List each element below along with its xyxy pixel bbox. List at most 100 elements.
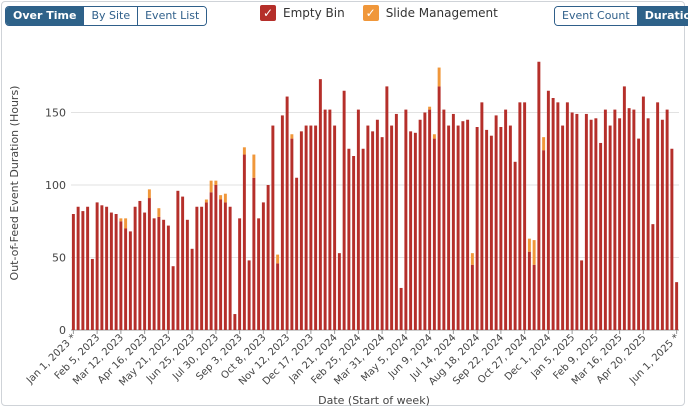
bar-empty-bin[interactable] xyxy=(584,113,588,330)
bar-empty-bin[interactable] xyxy=(100,205,104,330)
bar-empty-bin[interactable] xyxy=(290,138,294,330)
over-time-button[interactable]: Over Time xyxy=(6,7,85,25)
bar-slide-management[interactable] xyxy=(242,147,246,155)
bar-empty-bin[interactable] xyxy=(618,118,622,330)
bar-empty-bin[interactable] xyxy=(328,109,332,330)
bar-slide-management[interactable] xyxy=(542,137,546,151)
bar-slide-management[interactable] xyxy=(527,238,531,252)
bar-empty-bin[interactable] xyxy=(356,109,360,330)
bar-empty-bin[interactable] xyxy=(200,206,204,330)
bar-empty-bin[interactable] xyxy=(442,109,446,330)
bar-empty-bin[interactable] xyxy=(456,125,460,330)
legend-item-slide-management[interactable]: ✓ Slide Management xyxy=(362,5,498,21)
bar-empty-bin[interactable] xyxy=(447,125,451,330)
bar-empty-bin[interactable] xyxy=(90,258,94,330)
bar-empty-bin[interactable] xyxy=(665,109,669,330)
bar-empty-bin[interactable] xyxy=(285,96,289,330)
bar-empty-bin[interactable] xyxy=(451,113,455,330)
bar-empty-bin[interactable] xyxy=(551,98,555,330)
bar-empty-bin[interactable] xyxy=(575,113,579,330)
bar-empty-bin[interactable] xyxy=(166,225,170,330)
bar-empty-bin[interactable] xyxy=(608,125,612,330)
bar-slide-management[interactable] xyxy=(432,134,436,139)
bar-empty-bin[interactable] xyxy=(637,138,641,330)
bar-empty-bin[interactable] xyxy=(437,86,441,331)
bar-empty-bin[interactable] xyxy=(390,125,394,330)
bar-empty-bin[interactable] xyxy=(613,109,617,330)
bar-empty-bin[interactable] xyxy=(561,125,565,330)
bar-slide-management[interactable] xyxy=(437,67,441,87)
bar-slide-management[interactable] xyxy=(290,134,294,139)
bar-slide-management[interactable] xyxy=(119,218,123,222)
bar-empty-bin[interactable] xyxy=(228,206,232,330)
bar-empty-bin[interactable] xyxy=(461,121,465,330)
bar-empty-bin[interactable] xyxy=(641,96,645,330)
legend-item-empty-bin[interactable]: ✓ Empty Bin xyxy=(260,5,345,21)
bar-empty-bin[interactable] xyxy=(594,118,598,330)
bar-empty-bin[interactable] xyxy=(361,148,365,330)
bar-empty-bin[interactable] xyxy=(138,200,142,330)
bar-empty-bin[interactable] xyxy=(656,102,660,330)
bar-empty-bin[interactable] xyxy=(513,161,517,330)
bar-empty-bin[interactable] xyxy=(181,196,185,330)
bar-empty-bin[interactable] xyxy=(86,206,90,330)
bar-empty-bin[interactable] xyxy=(105,206,109,330)
bar-empty-bin[interactable] xyxy=(480,102,484,330)
bar-empty-bin[interactable] xyxy=(266,185,270,330)
bar-slide-management[interactable] xyxy=(470,253,474,265)
bar-empty-bin[interactable] xyxy=(157,216,161,330)
bar-slide-management[interactable] xyxy=(532,240,536,265)
bar-slide-management[interactable] xyxy=(204,199,208,203)
bar-slide-management[interactable] xyxy=(276,254,280,264)
bar-empty-bin[interactable] xyxy=(257,218,261,330)
bar-empty-bin[interactable] xyxy=(143,212,147,330)
bar-empty-bin[interactable] xyxy=(133,206,137,330)
bar-slide-management[interactable] xyxy=(219,195,223,200)
bar-empty-bin[interactable] xyxy=(675,282,679,330)
bar-empty-bin[interactable] xyxy=(385,86,389,331)
bar-empty-bin[interactable] xyxy=(76,206,80,330)
bar-empty-bin[interactable] xyxy=(109,212,113,330)
bar-empty-bin[interactable] xyxy=(304,125,308,330)
duration-button[interactable]: Duration xyxy=(637,7,688,25)
bar-empty-bin[interactable] xyxy=(342,90,346,330)
bar-empty-bin[interactable] xyxy=(314,125,318,330)
bar-empty-bin[interactable] xyxy=(489,135,493,330)
bar-empty-bin[interactable] xyxy=(432,138,436,330)
bar-empty-bin[interactable] xyxy=(252,177,256,330)
bar-empty-bin[interactable] xyxy=(124,228,128,331)
bar-empty-bin[interactable] xyxy=(209,192,213,330)
bar-empty-bin[interactable] xyxy=(423,112,427,331)
bar-empty-bin[interactable] xyxy=(580,260,584,330)
bar-empty-bin[interactable] xyxy=(295,177,299,330)
bar-empty-bin[interactable] xyxy=(195,206,199,330)
bar-empty-bin[interactable] xyxy=(518,102,522,330)
bar-empty-bin[interactable] xyxy=(409,131,413,330)
bar-empty-bin[interactable] xyxy=(271,125,275,330)
bar-empty-bin[interactable] xyxy=(162,219,166,330)
bar-empty-bin[interactable] xyxy=(413,132,417,330)
bar-empty-bin[interactable] xyxy=(333,125,337,330)
bar-empty-bin[interactable] xyxy=(508,125,512,330)
bar-empty-bin[interactable] xyxy=(660,119,664,330)
bar-slide-management[interactable] xyxy=(157,208,161,217)
bar-empty-bin[interactable] xyxy=(309,125,313,330)
bar-empty-bin[interactable] xyxy=(504,109,508,330)
bar-empty-bin[interactable] xyxy=(651,224,655,330)
bar-slide-management[interactable] xyxy=(147,189,151,199)
bar-empty-bin[interactable] xyxy=(352,156,356,330)
bar-empty-bin[interactable] xyxy=(318,79,322,331)
bar-empty-bin[interactable] xyxy=(114,214,118,330)
bar-empty-bin[interactable] xyxy=(570,112,574,331)
bar-empty-bin[interactable] xyxy=(238,218,242,330)
bar-empty-bin[interactable] xyxy=(233,314,237,330)
bar-empty-bin[interactable] xyxy=(323,109,327,330)
bar-empty-bin[interactable] xyxy=(280,115,284,331)
bar-empty-bin[interactable] xyxy=(556,102,560,330)
event-count-button[interactable]: Event Count xyxy=(555,7,638,25)
bar-empty-bin[interactable] xyxy=(527,251,531,330)
bar-slide-management[interactable] xyxy=(124,218,128,229)
bar-empty-bin[interactable] xyxy=(214,185,218,330)
bar-empty-bin[interactable] xyxy=(337,253,341,330)
bar-slide-management[interactable] xyxy=(223,193,227,203)
